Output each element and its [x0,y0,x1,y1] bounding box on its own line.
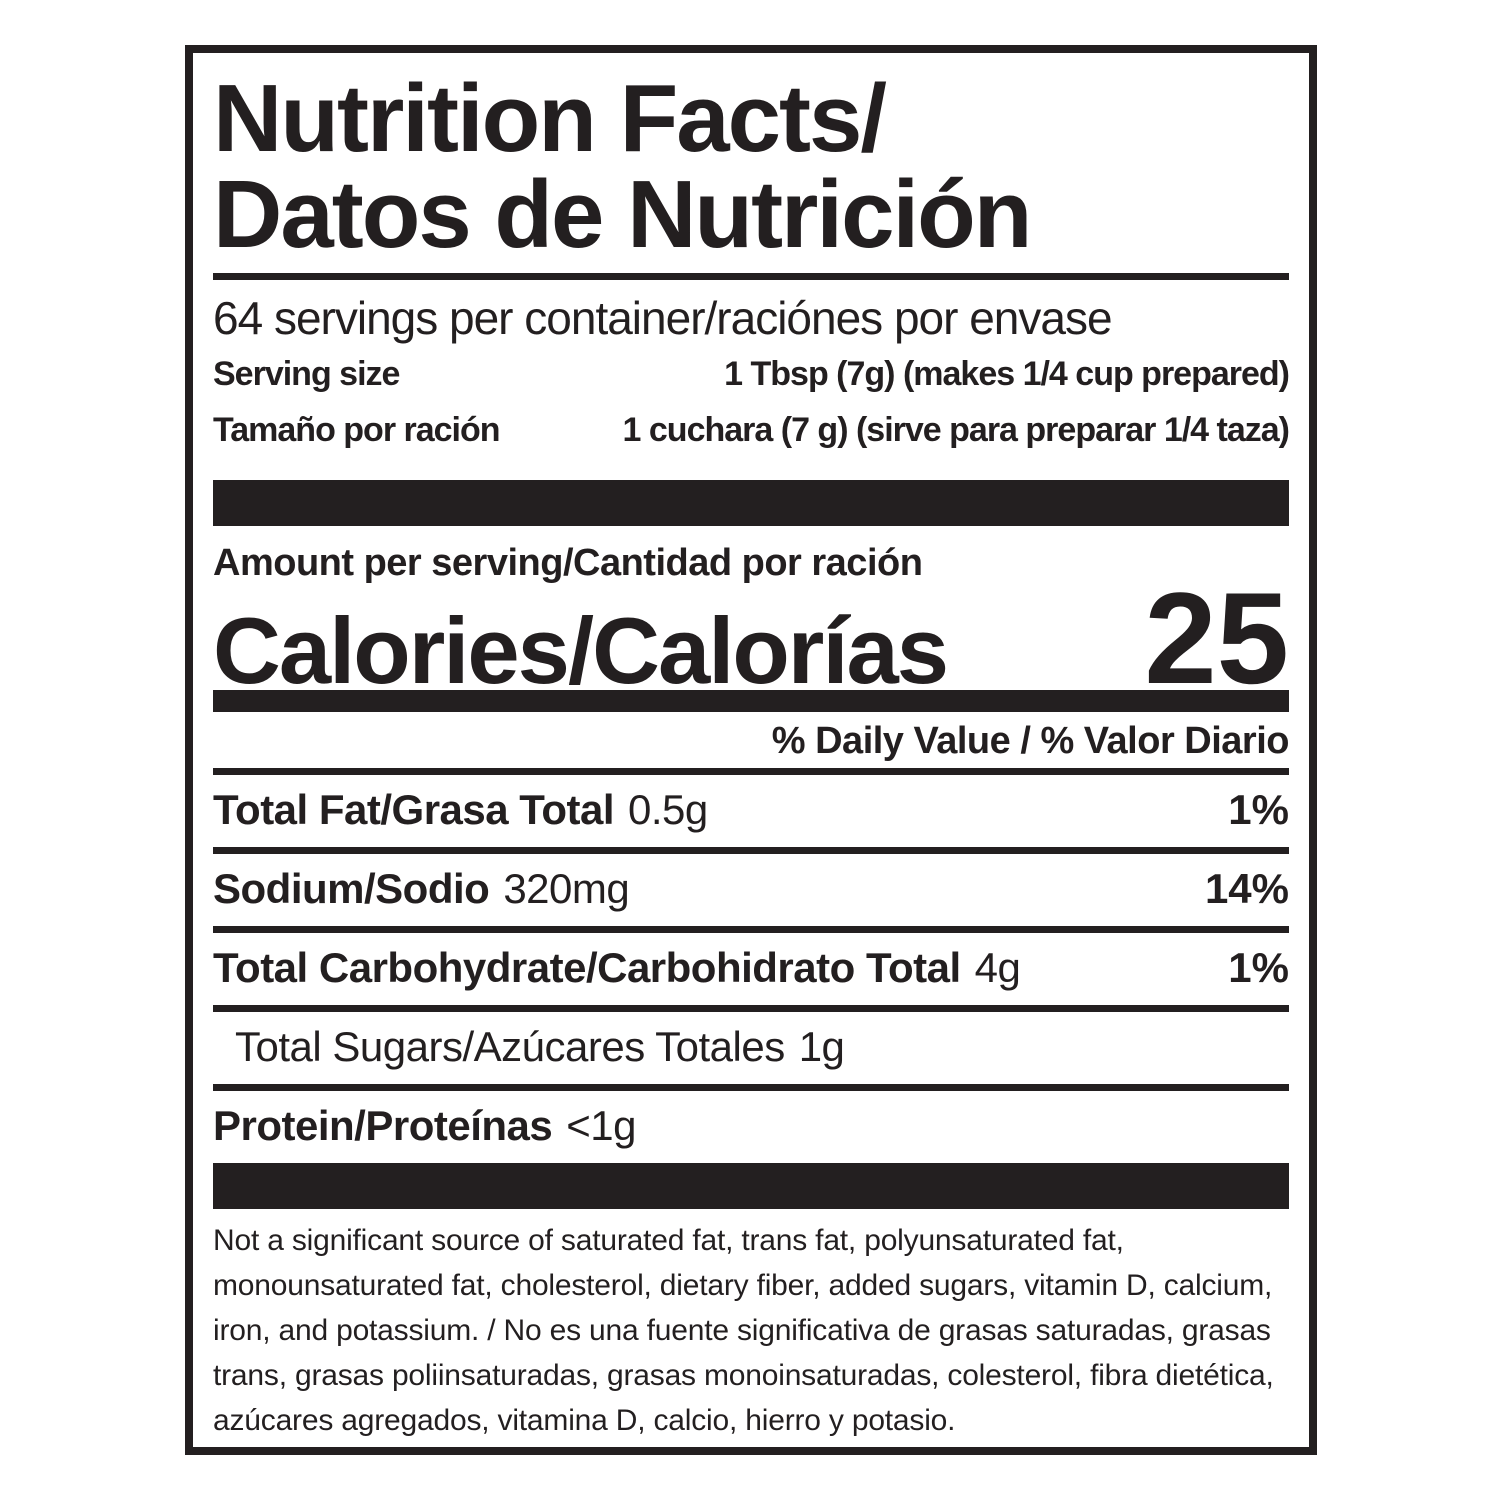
nutrient-amount: 1g [798,1023,845,1070]
nutrient-daily-value: 14% [1204,865,1289,912]
daily-value-header: % Daily Value / % Valor Diario [771,720,1290,762]
nutrient-daily-value: 1% [1228,944,1289,991]
calories-value: 25 [1144,565,1289,711]
title-line-en: Nutrition Facts/ [213,65,887,172]
serving-size-value-es: 1 cuchara (7 g) (sirve para preparar 1/4… [622,411,1290,449]
calories-label: Calories/Calorías [213,598,949,703]
nutrient-row-total-fat: Total Fat/Grasa Total 0.5g 1% [213,775,1289,847]
nutrient-amount: 320mg [503,865,630,912]
nutrient-text: Sodium/Sodio 320mg [213,865,630,913]
nutrient-row-carbohydrate: Total Carbohydrate/Carbohidrato Total 4g … [213,933,1289,1005]
nutrient-text: Total Sugars/Azúcares Totales 1g [235,1023,845,1071]
nutrient-row-sodium: Sodium/Sodio 320mg 14% [213,854,1289,926]
nutrient-row-protein: Protein/Proteínas <1g [213,1091,1289,1163]
nutrient-amount: 4g [974,944,1021,991]
amount-per-serving-text: Amount per serving/Cantidad por ración [213,542,923,584]
title-divider [213,273,1289,280]
row-divider [213,768,1289,775]
row-divider [213,847,1289,854]
section-bar-footnote [213,1163,1289,1209]
nutrient-text: Total Carbohydrate/Carbohidrato Total 4g [213,944,1021,992]
calories-row: Calories/Calorías 25 [213,565,1289,711]
serving-size-row-en: Serving size 1 Tbsp (7g) (makes 1/4 cup … [213,346,1290,402]
serving-size-label-en: Serving size [213,355,400,393]
section-bar-calories [213,690,1289,712]
servings-per-container-text: 64 servings per container/raciónes por e… [213,292,1113,344]
row-divider [213,926,1289,933]
serving-size-value-en: 1 Tbsp (7g) (makes 1/4 cup prepared) [724,355,1290,393]
nutrient-label: Protein/Proteínas [213,1102,553,1149]
nutrient-label: Total Carbohydrate/Carbohidrato Total [213,944,961,991]
nutrient-label: Total Fat/Grasa Total [213,786,615,833]
title-line-es: Datos de Nutrición [213,161,1032,268]
nutrient-amount: 0.5g [628,786,708,833]
nutrient-text: Protein/Proteínas <1g [213,1102,637,1150]
nutrient-label: Sodium/Sodio [213,865,490,912]
footnote-text: Not a significant source of saturated fa… [213,1224,1274,1437]
row-divider [213,1005,1289,1012]
row-divider [213,1084,1289,1091]
section-bar-serving [213,480,1289,526]
nutrition-facts-label: Nutrition Facts/ Datos de Nutrición 64 s… [185,45,1317,1455]
serving-size-row-es: Tamaño por ración 1 cuchara (7 g) (sirve… [213,402,1290,458]
nutrient-amount: <1g [566,1102,637,1149]
serving-size-label-es: Tamaño por ración [213,411,501,449]
label-title: Nutrition Facts/ Datos de Nutrición [213,71,1289,263]
nutrient-text: Total Fat/Grasa Total 0.5g [213,786,708,834]
nutrient-row-total-sugars: Total Sugars/Azúcares Totales 1g [213,1012,1289,1084]
nutrient-daily-value: 1% [1228,786,1289,833]
nutrient-label: Total Sugars/Azúcares Totales [235,1023,785,1070]
